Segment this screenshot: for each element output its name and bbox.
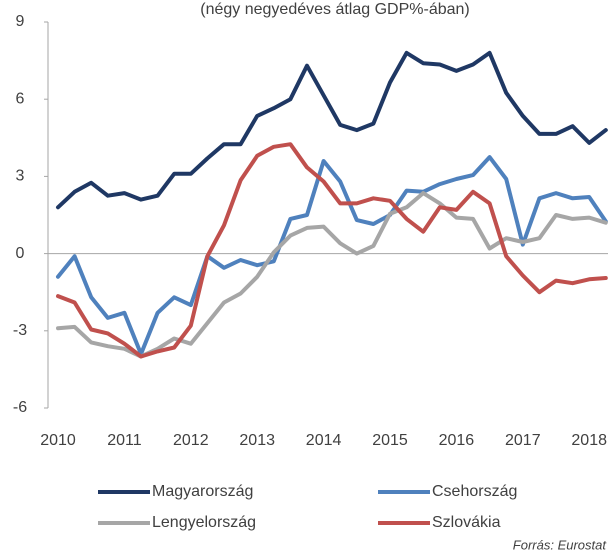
x-tick-label: 2011 bbox=[107, 432, 142, 449]
series-line bbox=[56, 50, 608, 210]
y-tick-label: -3 bbox=[13, 322, 27, 339]
x-tick-label: 2012 bbox=[173, 432, 209, 449]
y-tick-label: 9 bbox=[16, 13, 25, 30]
y-tick-label: 3 bbox=[16, 168, 25, 185]
x-tick-label: 2017 bbox=[505, 432, 541, 449]
x-tick-label: 2014 bbox=[306, 432, 342, 449]
x-tick-label: 2018 bbox=[571, 432, 607, 449]
y-tick-label: 0 bbox=[16, 245, 25, 262]
legend-label: Csehország bbox=[432, 483, 517, 500]
x-tick-label: 2016 bbox=[439, 432, 475, 449]
x-tick-label: 2015 bbox=[372, 432, 408, 449]
y-tick-label: -6 bbox=[13, 399, 27, 416]
legend-label: Magyarország bbox=[152, 483, 253, 500]
x-tick-label: 2010 bbox=[40, 432, 76, 449]
chart-subtitle: (négy negyedéves átlag GDP%-ában) bbox=[200, 1, 470, 18]
series-line bbox=[56, 142, 608, 359]
legend-label: Lengyelország bbox=[152, 514, 256, 531]
legend-label: Szlovákia bbox=[432, 514, 501, 531]
series-line bbox=[56, 155, 608, 356]
x-tick-label: 2013 bbox=[239, 432, 275, 449]
source: Forrás: Eurostat bbox=[513, 537, 608, 552]
y-tick-label: 6 bbox=[16, 90, 25, 107]
